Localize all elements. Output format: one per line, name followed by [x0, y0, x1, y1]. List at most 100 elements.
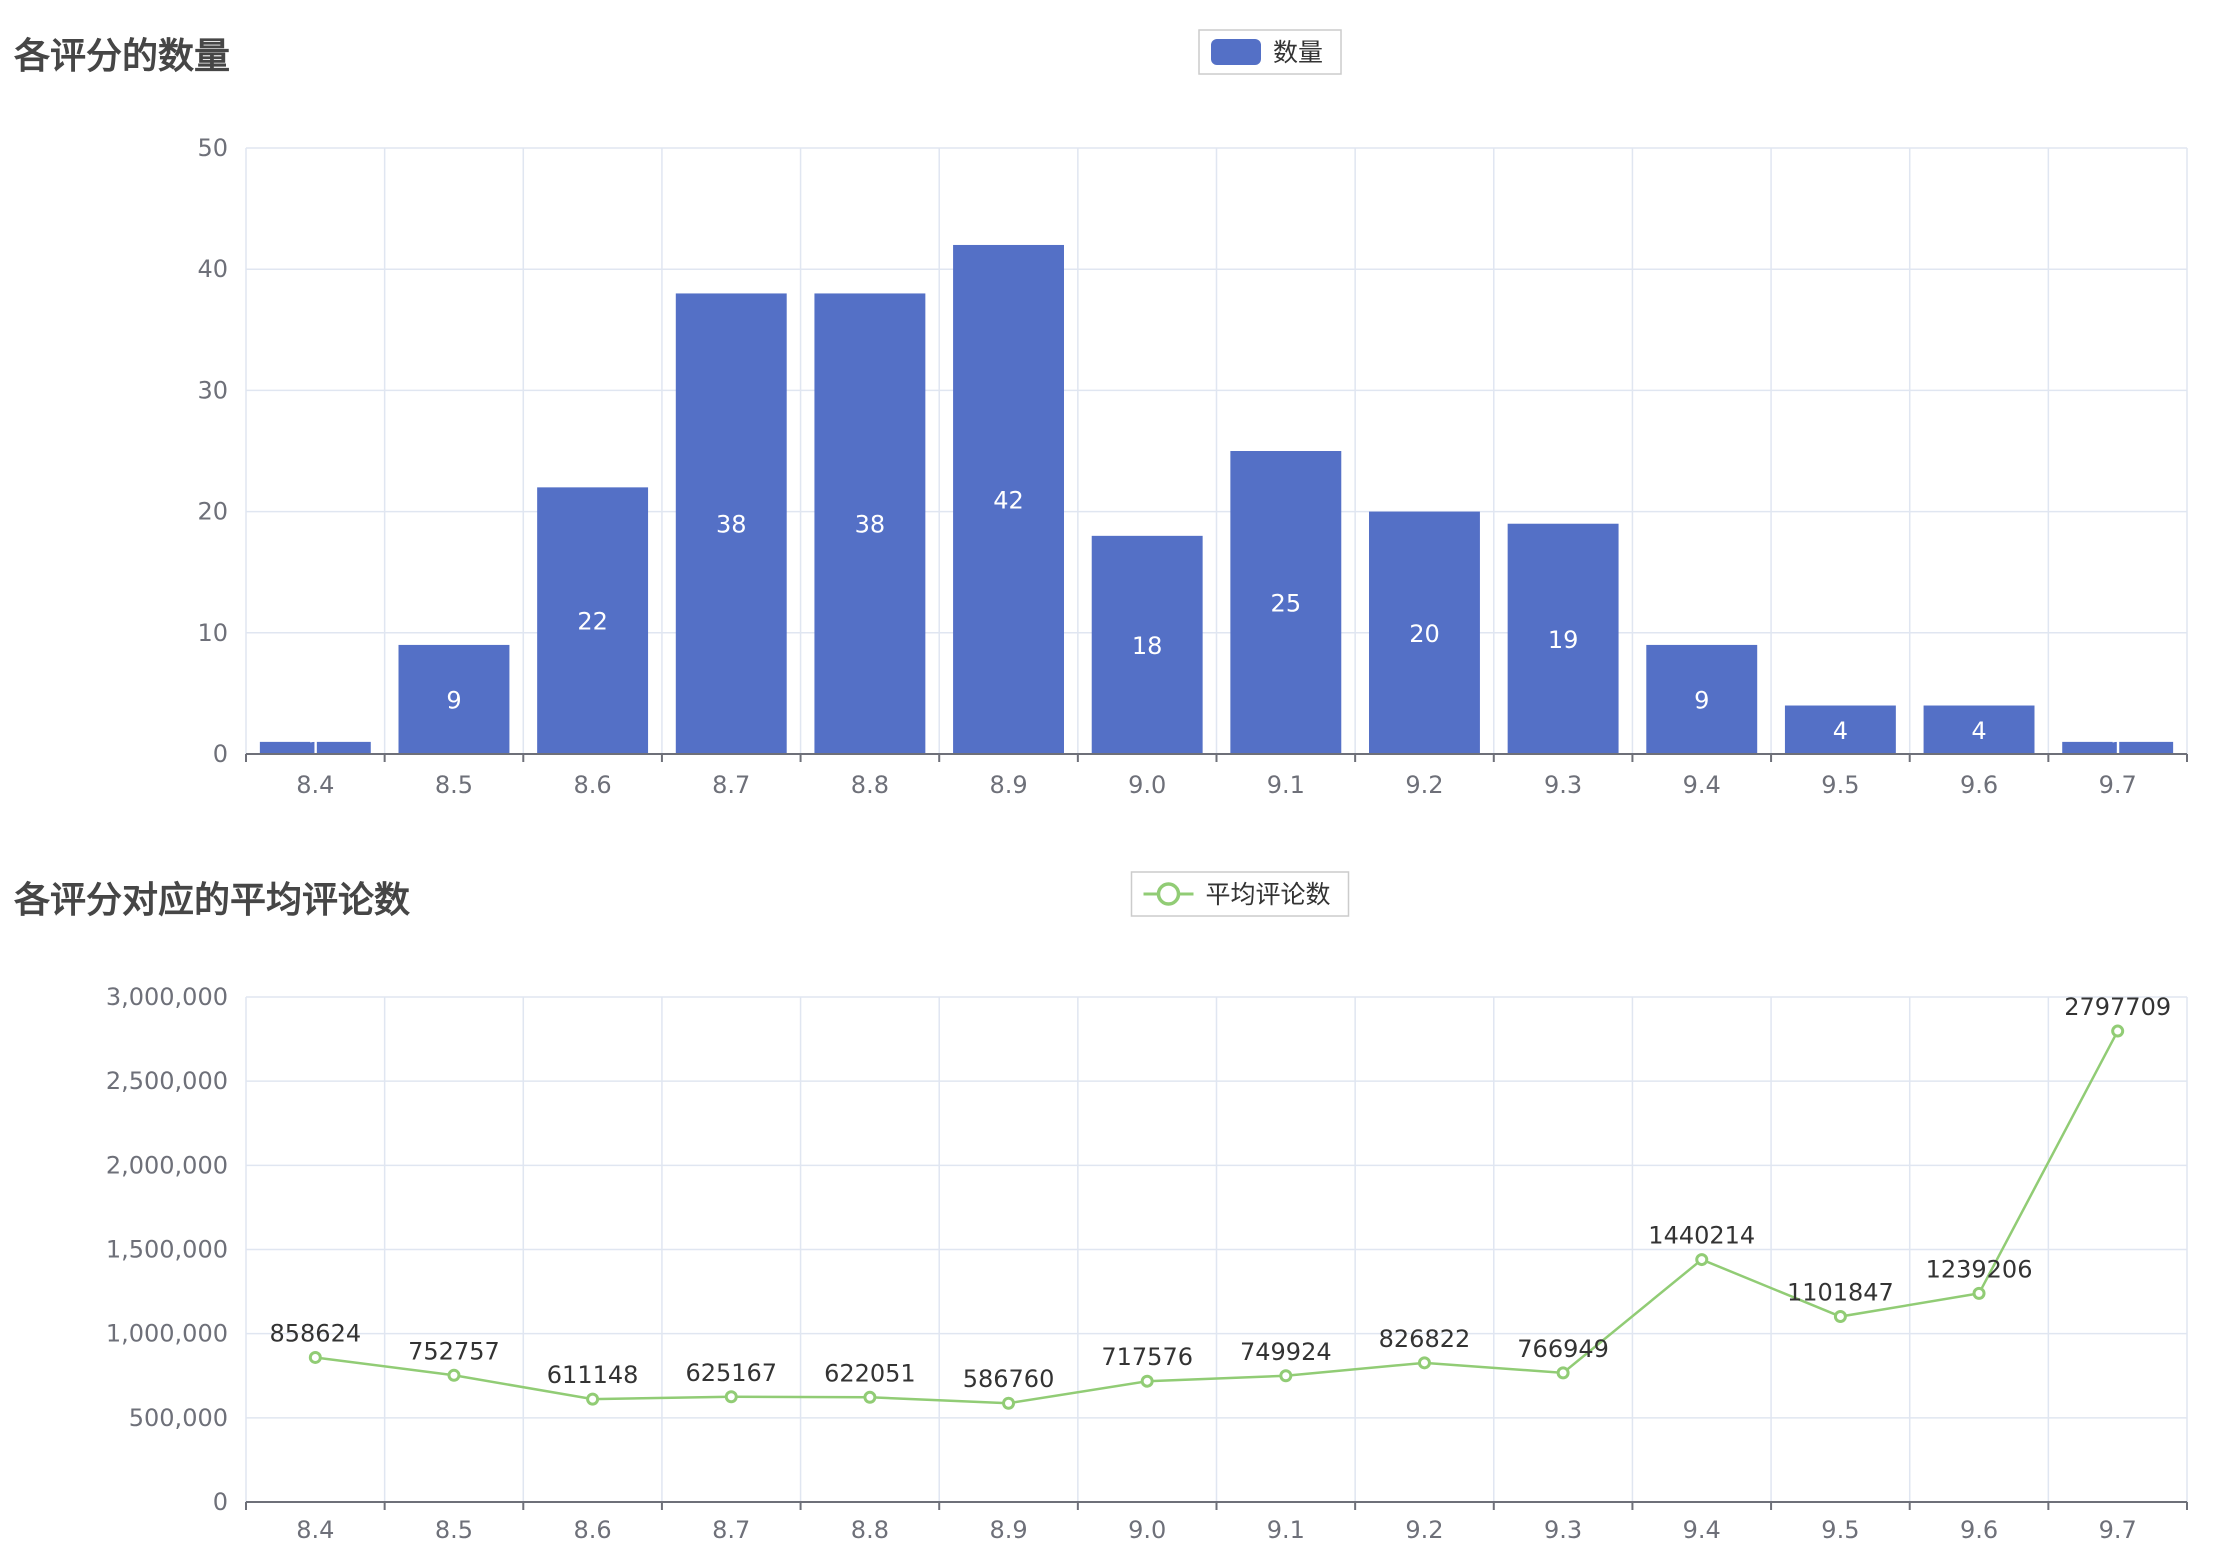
x-tick-label: 8.6 — [574, 771, 612, 799]
data-point[interactable] — [863, 1390, 877, 1404]
y-tick-label: 10 — [197, 619, 228, 647]
x-tick-label: 8.4 — [296, 771, 334, 799]
x-tick-label: 8.5 — [435, 771, 473, 799]
bar[interactable] — [1646, 644, 1758, 754]
data-point[interactable] — [724, 1390, 738, 1404]
bar-value-label: 38 — [716, 511, 747, 539]
data-point[interactable] — [1140, 1374, 1154, 1388]
x-tick-label: 9.5 — [1821, 1516, 1859, 1543]
x-tick-label: 9.6 — [1960, 771, 1998, 799]
legend-label: 平均评论数 — [1206, 880, 1331, 909]
x-tick-label: 8.6 — [574, 1516, 612, 1543]
bar-value-label: 19 — [1548, 626, 1579, 654]
bar[interactable] — [953, 244, 1064, 754]
x-tick-label: 9.1 — [1267, 1516, 1305, 1543]
legend-box — [1130, 871, 1350, 917]
bar[interactable] — [537, 487, 649, 754]
bar[interactable] — [1784, 705, 1896, 754]
x-tick-label: 9.0 — [1128, 771, 1166, 799]
data-point[interactable] — [2111, 1024, 2125, 1038]
x-tick-label: 9.2 — [1405, 771, 1443, 799]
bar-value-label: 1 — [2110, 735, 2125, 763]
x-tick-label: 9.4 — [1683, 1516, 1721, 1543]
legend-marker-icon — [1156, 882, 1181, 906]
point-value-label: 611148 — [547, 1361, 639, 1389]
bar[interactable] — [1507, 523, 1619, 754]
point-value-label: 766949 — [1517, 1335, 1609, 1363]
bar-value-label: 38 — [855, 511, 886, 539]
chart-title: 各评分对应的平均评论数 — [14, 880, 410, 921]
legend-bar-icon — [1211, 39, 1261, 65]
legend[interactable]: 数量 — [1198, 29, 1342, 75]
x-tick-label: 8.9 — [989, 1516, 1027, 1543]
point-value-label: 1239206 — [1926, 1255, 2033, 1283]
point-value-label: 749924 — [1240, 1338, 1332, 1366]
bar[interactable] — [1369, 511, 1480, 754]
data-point[interactable] — [1417, 1356, 1431, 1370]
bar-value-label: 1 — [308, 735, 323, 763]
x-tick-label: 9.7 — [2099, 771, 2137, 799]
x-tick-label: 9.6 — [1960, 1516, 1998, 1543]
bar-value-label: 18 — [1132, 632, 1163, 660]
bar-value-label: 42 — [993, 486, 1024, 514]
legend[interactable]: 平均评论数 — [1130, 871, 1350, 917]
y-tick-label: 500,000 — [129, 1404, 228, 1432]
point-value-label: 2797709 — [2064, 993, 2171, 1021]
y-tick-label: 2,000,000 — [106, 1151, 228, 1179]
x-tick-label: 8.8 — [851, 1516, 889, 1543]
bar[interactable] — [1091, 535, 1203, 754]
x-tick-label: 8.9 — [989, 771, 1027, 799]
legend-label: 数量 — [1273, 38, 1323, 67]
x-tick-label: 9.3 — [1544, 771, 1582, 799]
bar-value-label: 20 — [1409, 620, 1440, 648]
bar-value-label: 9 — [446, 686, 461, 714]
bar-value-label: 4 — [1971, 717, 1986, 745]
data-point[interactable] — [1972, 1286, 1986, 1300]
data-point[interactable] — [586, 1392, 600, 1406]
y-tick-label: 3,000,000 — [106, 983, 228, 1011]
bar-value-label: 22 — [577, 608, 608, 636]
point-value-label: 826822 — [1379, 1325, 1471, 1353]
y-tick-label: 1,000,000 — [106, 1320, 228, 1348]
data-point[interactable] — [447, 1368, 461, 1382]
data-point[interactable] — [1002, 1396, 1016, 1410]
x-tick-label: 9.7 — [2099, 1516, 2137, 1543]
bar[interactable] — [675, 293, 787, 754]
bar-value-label: 25 — [1271, 590, 1302, 618]
grid — [245, 996, 2188, 1502]
data-point[interactable] — [1833, 1310, 1847, 1324]
y-tick-label: 20 — [197, 498, 228, 526]
y-tick-label: 50 — [197, 134, 228, 162]
x-tick-label: 8.7 — [712, 771, 750, 799]
x-tick-label: 9.5 — [1821, 771, 1859, 799]
y-tick-label: 1,500,000 — [106, 1236, 228, 1264]
y-tick-label: 40 — [197, 255, 228, 283]
data-point[interactable] — [1279, 1369, 1293, 1383]
x-tick-label: 9.0 — [1128, 1516, 1166, 1543]
point-value-label: 586760 — [963, 1365, 1055, 1393]
y-tick-label: 30 — [197, 376, 228, 404]
x-tick-label: 8.4 — [296, 1516, 334, 1543]
data-point[interactable] — [308, 1350, 322, 1364]
chart-title: 各评分的数量 — [14, 36, 230, 77]
point-value-label: 625167 — [685, 1359, 777, 1387]
bar[interactable] — [1923, 705, 2035, 754]
point-value-label: 1101847 — [1787, 1279, 1894, 1307]
data-point[interactable] — [1695, 1253, 1709, 1267]
x-tick-label: 8.7 — [712, 1516, 750, 1543]
bar[interactable] — [814, 293, 926, 754]
point-value-label: 752757 — [408, 1337, 500, 1365]
y-tick-label: 0 — [213, 1488, 228, 1516]
bar[interactable] — [259, 741, 371, 754]
point-value-label: 1440214 — [1648, 1222, 1755, 1250]
x-tick-label: 9.2 — [1405, 1516, 1443, 1543]
bar[interactable] — [1230, 451, 1342, 754]
bar-value-label: 9 — [1694, 686, 1709, 714]
bar-value-label: 4 — [1833, 717, 1848, 745]
bar[interactable] — [2062, 741, 2174, 754]
bar[interactable] — [398, 644, 510, 754]
data-point[interactable] — [1556, 1366, 1570, 1380]
x-tick-label: 9.4 — [1683, 771, 1721, 799]
